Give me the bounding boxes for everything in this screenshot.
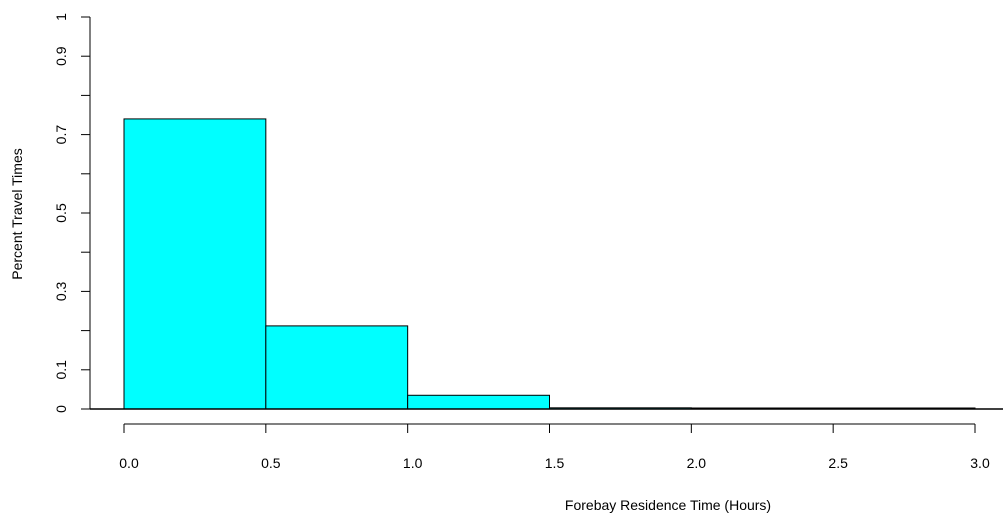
x-tick-label: 0.5 [261, 455, 281, 471]
y-axis: 0 0.1 0.3 0.5 0.7 0.9 1 [53, 13, 91, 413]
y-axis-label: Percent Travel Times [9, 148, 25, 280]
bars-group [123, 118, 976, 410]
y-tick-label: 0.9 [53, 46, 69, 66]
x-axis-label: Forebay Residence Time (Hours) [565, 497, 771, 513]
y-tick-label: 0 [53, 405, 69, 413]
x-tick-label: 2.5 [828, 455, 848, 471]
y-tick-label: 0.1 [53, 360, 69, 380]
x-tick-label: 1.0 [403, 455, 423, 471]
x-tick-label: 2.0 [687, 455, 707, 471]
histogram-bar-3 [407, 394, 550, 410]
histogram-bar-2 [265, 325, 409, 410]
x-tick-label: 3.0 [970, 455, 990, 471]
histogram-bar-1 [123, 118, 267, 410]
x-axis: 0.0 0.5 1.0 1.5 2.0 2.5 3.0 [119, 423, 990, 471]
y-tick-label: 0.5 [53, 203, 69, 223]
y-tick-label: 1 [53, 13, 69, 21]
x-tick-label: 1.5 [545, 455, 565, 471]
y-tick-label: 0.7 [53, 125, 69, 145]
y-tick-label: 0.3 [53, 281, 69, 301]
x-tick-label: 0.0 [119, 455, 139, 471]
